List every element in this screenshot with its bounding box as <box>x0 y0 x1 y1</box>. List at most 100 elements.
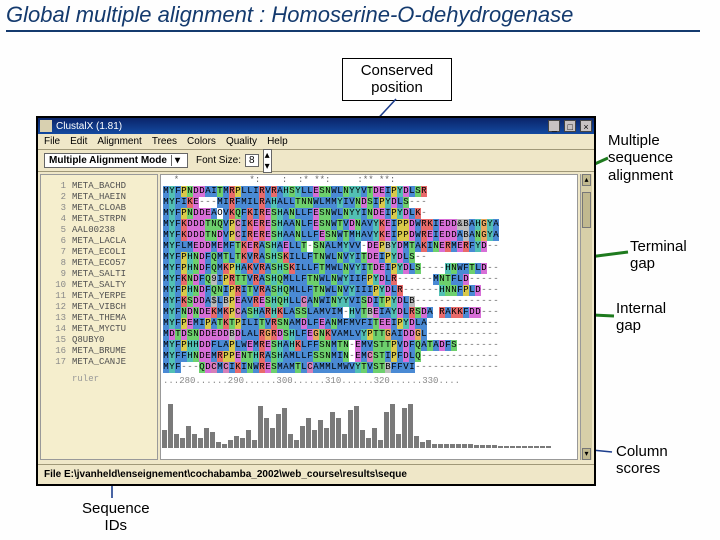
id-panel: 1META_BACHD2META_HAEIN3META_CLOAB4META_S… <box>40 174 158 460</box>
sequence-row[interactable]: MYFPHNDFQMTLTKVRASHSKILLFTNWLNVYITDEIPYD… <box>161 252 577 263</box>
sequence-row[interactable]: MYFPHNDFQNIPRITVRASHQMLLFTNWLNVYIIIPYDLR… <box>161 285 577 296</box>
titlebar[interactable]: ClustalX (1.81) _ □ × <box>38 118 594 134</box>
callout-msa: Multiplesequencealignment <box>608 132 673 184</box>
sequence-id[interactable]: 15Q8UBY0 <box>41 335 157 346</box>
score-bar <box>498 446 503 448</box>
scroll-down-button[interactable]: ▾ <box>582 448 591 460</box>
score-bar <box>384 412 389 448</box>
close-button[interactable]: × <box>580 120 592 132</box>
sequence-id[interactable]: 1META_BACHD <box>41 181 157 192</box>
scroll-up-button[interactable]: ▴ <box>582 174 591 186</box>
sequence-id[interactable]: 16META_BRUME <box>41 346 157 357</box>
sequence-id[interactable]: 5AAL00238 <box>41 225 157 236</box>
score-bar <box>288 434 293 448</box>
score-bar <box>414 436 419 448</box>
vertical-scrollbar[interactable]: ▴ ▾ <box>580 174 592 460</box>
score-bar <box>294 440 299 448</box>
sequence-id[interactable]: 2META_HAEIN <box>41 192 157 203</box>
score-bar <box>438 444 443 448</box>
sequence-row[interactable]: MYFLMEDDMEMFTKERASHAELLT-SNALMYVV-DEPBYD… <box>161 241 577 252</box>
sequence-row[interactable]: MYFIKE---MIRFMILRAHALLTNNWLMMYIVNDSIPYDL… <box>161 197 577 208</box>
sequence-id[interactable]: 7META_ECOLI <box>41 247 157 258</box>
score-bar <box>444 444 449 448</box>
statusbar: File E:\jvanheld\enseignement\cochabamba… <box>38 464 594 484</box>
callout-internal: Internalgap <box>616 300 666 335</box>
score-bar <box>186 426 191 448</box>
score-bar <box>306 418 311 448</box>
sequence-row[interactable]: MYFFHNDEMRPPENTHRASHAMLLFSSNMIN-EMCSTIPF… <box>161 351 577 362</box>
workarea: 1META_BACHD2META_HAEIN3META_CLOAB4META_S… <box>40 174 592 460</box>
minimize-button[interactable]: _ <box>548 120 560 132</box>
score-bar <box>378 440 383 448</box>
menubar: File Edit Alignment Trees Colors Quality Help <box>38 134 594 150</box>
callout-conserved: Conservedposition <box>342 58 452 101</box>
score-bar <box>348 410 353 448</box>
score-bar <box>330 412 335 448</box>
sequence-row[interactable]: MYFKNDFQ9IPRTTVRASHQMLLFTNWLNWYIIFPYDLR-… <box>161 274 577 285</box>
sequence-row[interactable]: MYFKSDDA$LBPEAVRESHQHLLCANWINYYVISDITPYD… <box>161 296 577 307</box>
sequence-row[interactable]: MYFNDNDEKMKPCASHARHKLASSLAMVIM-HVTBEIAYD… <box>161 307 577 318</box>
score-bar <box>216 442 221 448</box>
sequence-row[interactable]: MYFPNDDEAOVKQFKIRESHANLLFESNWLNYYINDEIPY… <box>161 208 577 219</box>
score-bar <box>360 430 365 448</box>
score-bar <box>492 445 497 448</box>
score-bar <box>486 445 491 448</box>
score-bar <box>240 438 245 448</box>
scroll-thumb[interactable] <box>582 192 591 228</box>
sequence-row[interactable]: MYFPEMIPATKTPILITVRSNAMDLFEANMFMVFITEEIP… <box>161 318 577 329</box>
score-bar <box>420 442 425 448</box>
maximize-button[interactable]: □ <box>564 120 576 132</box>
score-bar <box>426 440 431 448</box>
menu-help[interactable]: Help <box>267 136 288 147</box>
sequence-id[interactable]: 3META_CLOAB <box>41 203 157 214</box>
score-bar <box>342 434 347 448</box>
score-bar <box>258 406 263 448</box>
mode-select[interactable]: Multiple Alignment Mode ▾ <box>44 153 188 168</box>
score-bar <box>474 445 479 448</box>
score-bar <box>408 404 413 448</box>
sequence-id[interactable]: 9META_SALTI <box>41 269 157 280</box>
sequence-id[interactable]: 8META_ECO57 <box>41 258 157 269</box>
mode-label: Multiple Alignment Mode <box>49 155 167 166</box>
sequence-row[interactable]: MYF---QDCMCIKINWRESMAMTLCAMMLMWVYTVSTBFF… <box>161 362 577 373</box>
score-bar <box>450 444 455 448</box>
score-bar <box>372 428 377 448</box>
score-bar <box>516 446 521 448</box>
score-bar <box>468 444 473 448</box>
clustalx-window: ClustalX (1.81) _ □ × File Edit Alignment T… <box>36 116 596 486</box>
sequence-id[interactable]: 13META_THEMA <box>41 313 157 324</box>
score-bar <box>228 440 233 448</box>
menu-colors[interactable]: Colors <box>187 136 216 147</box>
menu-alignment[interactable]: Alignment <box>97 136 141 147</box>
sequence-id[interactable]: 14META_MYCTU <box>41 324 157 335</box>
score-bar <box>180 438 185 448</box>
score-bar <box>480 445 485 448</box>
sequence-id[interactable]: 10META_SALTY <box>41 280 157 291</box>
sequence-row[interactable]: MYFKDDDTNDVPCIRERESHAANLLFESNWTMHAVYKEIP… <box>161 230 577 241</box>
menu-quality[interactable]: Quality <box>226 136 257 147</box>
sequence-row[interactable]: MYFPNDDAITMRPLLIRVRAHSYLLESNWLNYYVTDEIPY… <box>161 186 577 197</box>
sequence-row[interactable]: MYFPHHDDFLAPLWEMRESHAHKLFFSNMTN-EMVSTTPV… <box>161 340 577 351</box>
score-bar <box>204 428 209 448</box>
score-bar <box>432 444 437 448</box>
chevron-down-icon: ▾ <box>171 155 183 166</box>
sequence-id[interactable]: 4META_STRPN <box>41 214 157 225</box>
font-size-value[interactable]: 8 <box>245 154 259 167</box>
sequence-id[interactable]: 12META_VIBCH <box>41 302 157 313</box>
menu-file[interactable]: File <box>44 136 60 147</box>
sequence-row[interactable]: MDTDSNDDEDDBDLALRGRDSHLFEGNKVAMLVYPTTGAI… <box>161 329 577 340</box>
score-bar <box>162 430 167 448</box>
menu-trees[interactable]: Trees <box>152 136 177 147</box>
sequence-id[interactable]: 17META_CANJE <box>41 357 157 368</box>
score-bar <box>456 444 461 448</box>
sequence-id[interactable]: 6META_LACLA <box>41 236 157 247</box>
score-bar <box>312 430 317 448</box>
font-size-control: Font Size: 8 ▴▾ <box>196 149 272 173</box>
font-size-stepper[interactable]: ▴▾ <box>263 149 272 173</box>
score-bar <box>300 426 305 448</box>
sequence-row[interactable]: MYFPHNDFQMKPHAKVRASHSKILLFTMWLNVYITDEIPY… <box>161 263 577 274</box>
sequence-id[interactable]: 11META_YERPE <box>41 291 157 302</box>
sequence-row[interactable]: MYFKDDDTNQVPCIKERESHAANLFESNWTVDNAVYKEIP… <box>161 219 577 230</box>
menu-edit[interactable]: Edit <box>70 136 87 147</box>
score-bar <box>528 446 533 448</box>
